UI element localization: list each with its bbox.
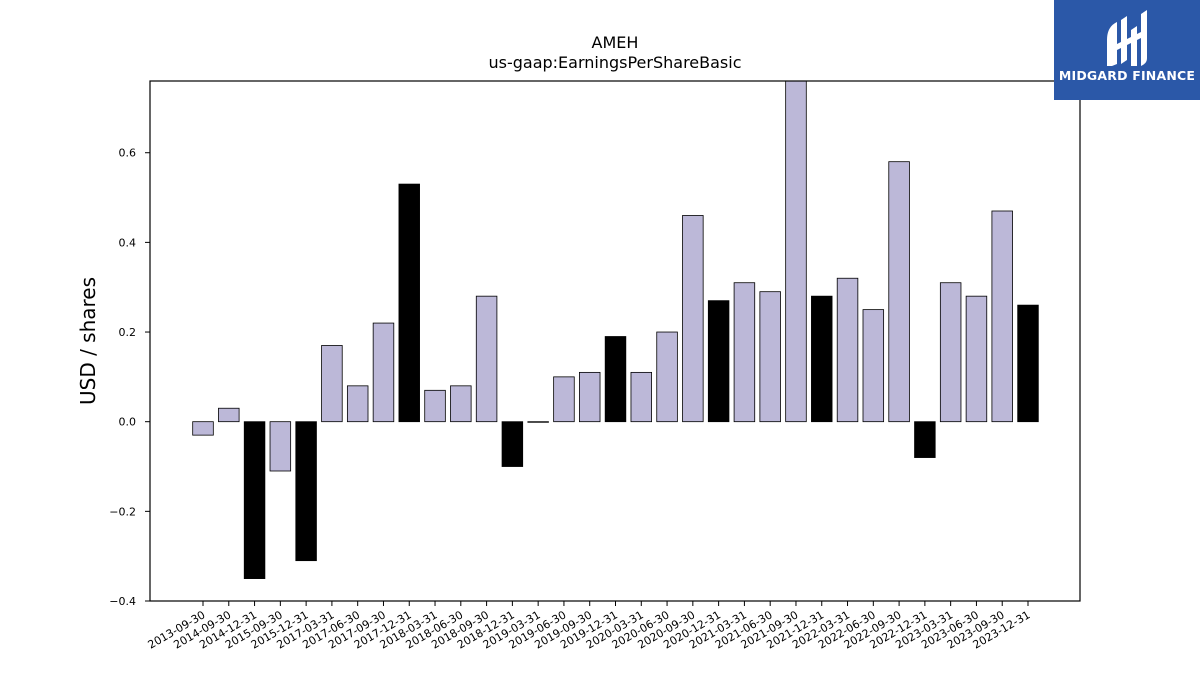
bar-2021-12-31 <box>811 295 833 423</box>
bar-2017-09-30 <box>372 322 395 423</box>
bar-2022-12-31 <box>914 421 936 458</box>
bar-2023-06-30 <box>965 295 988 423</box>
bar-2015-12-31 <box>295 421 317 562</box>
bar-2020-06-30 <box>656 331 678 423</box>
bar-2013-09-30 <box>192 421 214 436</box>
y-tick-label: −0.4 <box>109 595 136 608</box>
bar-2019-09-30 <box>579 371 601 423</box>
bar-2022-06-30 <box>862 309 885 423</box>
bar-2019-03-31 <box>527 421 549 423</box>
midgard-finance-logo: MIDGARD FINANCE <box>1054 0 1200 100</box>
bar-2019-12-31 <box>604 336 627 423</box>
bar-2023-03-31 <box>939 282 962 423</box>
y-tick-label: 0.4 <box>119 236 137 249</box>
bar-2017-06-30 <box>346 385 369 423</box>
x-axis-ticks: 2013-09-302014-09-302014-12-312015-09-30… <box>146 601 1033 652</box>
y-tick-label: 0.0 <box>119 416 137 429</box>
bar-2020-03-31 <box>630 371 652 423</box>
plot-frame <box>149 80 1081 602</box>
bars-group <box>192 80 1039 579</box>
y-tick-label: 0.2 <box>119 326 137 339</box>
bar-2023-12-31 <box>1017 304 1039 423</box>
bar-2014-12-31 <box>243 421 266 579</box>
bar-2020-12-31 <box>707 300 730 423</box>
bar-2017-12-31 <box>398 183 420 423</box>
bar-2021-09-30 <box>785 80 807 423</box>
y-axis-ticks: −0.4 −0.2 0.0 0.2 0.4 0.6 <box>109 147 150 608</box>
bar-2022-03-31 <box>836 277 859 423</box>
bar-2019-06-30 <box>553 376 575 423</box>
bar-2018-12-31 <box>501 421 524 467</box>
bar-2022-09-30 <box>888 161 910 423</box>
y-axis-label: USD / shares <box>76 277 100 405</box>
bar-2014-09-30 <box>218 407 240 423</box>
bar-2015-09-30 <box>269 421 292 472</box>
bar-2018-09-30 <box>475 295 498 423</box>
logo-text: MIDGARD FINANCE <box>1058 68 1196 83</box>
logo-mark-icon <box>1107 10 1147 66</box>
bar-2023-09-30 <box>991 210 1013 423</box>
y-tick-label: 0.6 <box>119 147 137 160</box>
bar-2018-03-31 <box>424 389 446 423</box>
y-tick-label: −0.2 <box>109 505 136 518</box>
bar-2021-03-31 <box>733 282 756 423</box>
bar-2021-06-30 <box>759 291 781 423</box>
bar-2017-03-31 <box>321 345 343 423</box>
chart-title: AMEH <box>592 33 639 52</box>
chart-subtitle: us-gaap:EarningsPerShareBasic <box>488 53 741 72</box>
bar-2020-09-30 <box>682 215 704 423</box>
bar-2018-06-30 <box>450 385 472 423</box>
